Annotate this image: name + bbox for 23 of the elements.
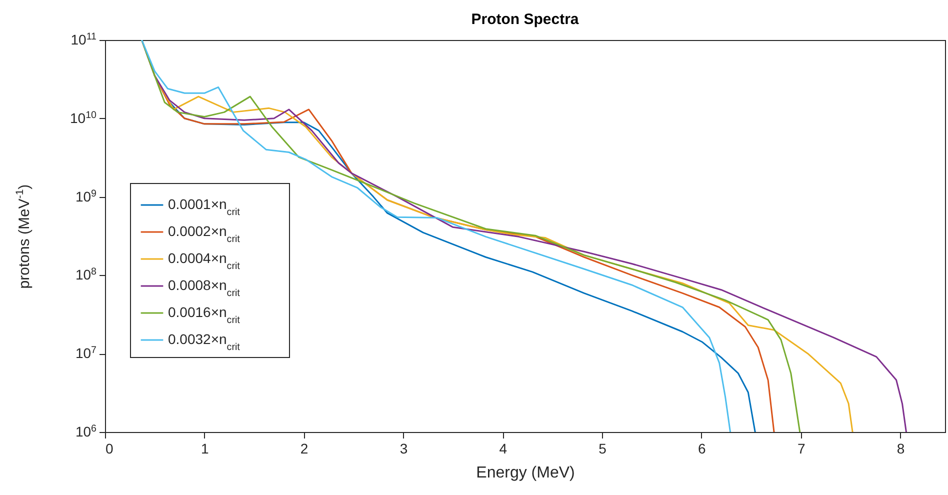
x-tick-label: 8 xyxy=(896,440,905,456)
y-tick-label: 10$^{7}$ xyxy=(75,344,96,362)
y-tick-label: 10$^{11}$ xyxy=(70,31,96,48)
legend-label: 0.0032×n$_{crit}$ xyxy=(168,331,240,352)
x-tick-label: 7 xyxy=(797,440,806,456)
y-tick-label: 10$^{6}$ xyxy=(75,423,98,440)
chart-title: Proton Spectra xyxy=(471,11,580,28)
legend-label: 0.0004×n$_{crit}$ xyxy=(168,250,240,272)
x-tick-label: 6 xyxy=(698,440,706,456)
x-tick-label: 4 xyxy=(499,440,508,456)
x-tick-label: 0 xyxy=(106,440,114,456)
y-tick-label: 10$^{10}$ xyxy=(70,109,98,126)
legend-label: 0.0002×n$_{crit}$ xyxy=(168,223,240,244)
y-tick-label: 10$^{9}$ xyxy=(75,188,96,204)
x-tick-label: 5 xyxy=(598,440,607,456)
legend-label: 0.0016×n$_{crit}$ xyxy=(168,304,240,326)
x-tick-label: 2 xyxy=(300,440,308,456)
legend-label: 0.0008×n$_{crit}$ xyxy=(168,277,240,298)
x-axis-title: Energy (MeV) xyxy=(476,464,575,482)
x-tick-label: 3 xyxy=(400,440,408,456)
legend-label: 0.0001×n$_{crit}$ xyxy=(168,196,240,218)
x-tick-label: 1 xyxy=(201,440,210,456)
y-tick-label: 10$^{8}$ xyxy=(75,266,98,283)
